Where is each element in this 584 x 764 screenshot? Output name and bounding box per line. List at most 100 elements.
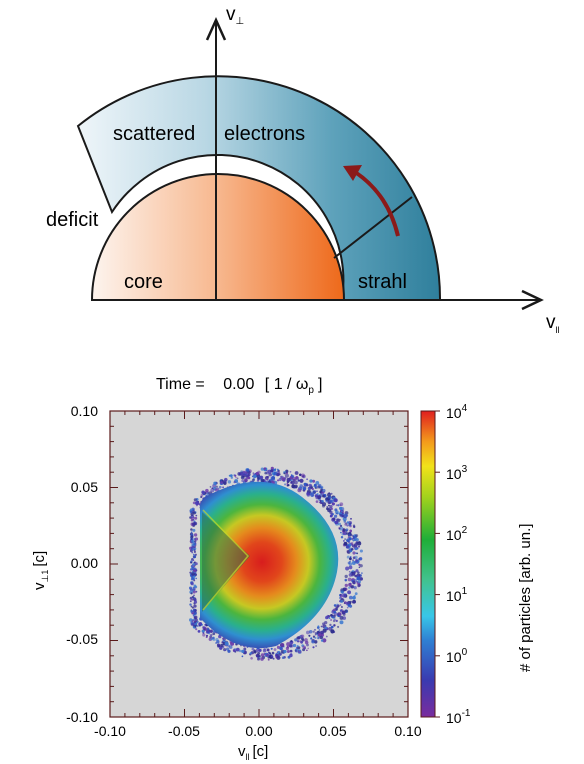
distribution-speckle	[343, 602, 346, 604]
distribution-speckle	[264, 471, 267, 475]
distribution-speckle	[209, 629, 213, 633]
distribution-speckle	[192, 522, 196, 526]
distribution-speckle	[331, 513, 334, 516]
distribution-speckle	[351, 534, 354, 537]
distribution-speckle	[191, 539, 195, 543]
distribution-speckle	[194, 501, 200, 506]
distribution-speckle	[215, 642, 217, 644]
distribution-speckle	[252, 478, 255, 482]
distribution-speckle	[241, 479, 245, 483]
distribution-speckle	[209, 486, 212, 488]
distribution-speckle	[215, 638, 219, 642]
distribution-speckle	[284, 483, 287, 486]
distribution-speckle	[339, 526, 344, 531]
distribution-speckle	[321, 494, 325, 498]
distribution-speckle	[308, 629, 313, 634]
distribution-speckle	[331, 615, 334, 619]
distribution-speckle	[243, 478, 248, 482]
distribution-speckle	[260, 653, 265, 657]
distribution-speckle	[307, 488, 310, 490]
distribution-speckle	[192, 590, 196, 594]
distribution-speckle	[336, 512, 339, 515]
distribution-speckle	[305, 483, 309, 487]
distribution-speckle	[189, 603, 192, 606]
distribution-speckle	[330, 507, 334, 511]
distribution-speckle	[235, 647, 240, 652]
distribution-speckle	[326, 614, 330, 618]
colorbar-tick-label: 101	[446, 586, 468, 604]
distribution-speckle	[241, 472, 246, 477]
distribution-speckle	[337, 504, 340, 507]
colorbar-tick-label: 102	[446, 525, 468, 543]
distribution-speckle	[351, 560, 356, 566]
distribution-speckle	[202, 625, 206, 629]
distribution-speckle	[339, 506, 343, 511]
distribution-speckle	[276, 479, 280, 482]
distribution-speckle	[205, 628, 208, 632]
deficit-label: deficit	[46, 209, 99, 231]
distribution-speckle	[349, 529, 353, 533]
distribution-speckle	[291, 484, 296, 489]
distribution-speckle	[266, 648, 270, 652]
distribution-speckle	[201, 490, 205, 494]
distribution-speckle	[281, 477, 286, 482]
distribution-speckle	[328, 504, 330, 507]
distribution-speckle	[342, 512, 344, 515]
distribution-speckle	[314, 628, 316, 631]
distribution-speckle	[208, 632, 211, 635]
distribution-speckle	[276, 651, 279, 654]
distribution-speckle	[352, 559, 355, 562]
distribution-speckle	[233, 650, 236, 653]
distribution-speckle	[327, 497, 331, 501]
distribution-speckle	[351, 571, 354, 574]
distribution-speckle	[251, 647, 255, 651]
distribution-speckle	[191, 566, 195, 571]
distribution-speckle	[228, 645, 233, 649]
distribution-speckle	[196, 625, 199, 627]
distribution-speckle	[230, 476, 233, 479]
distribution-speckle	[351, 600, 355, 604]
distribution-speckle	[358, 557, 363, 561]
heatmap-chart: Time = 0.00 [ 1 / ωp] -0.10 -0.05 0.00 0…	[31, 376, 534, 762]
distribution-speckle	[190, 582, 194, 586]
distribution-speckle	[193, 577, 195, 580]
distribution-speckle	[353, 570, 357, 574]
distribution-speckle	[260, 657, 264, 661]
distribution-speckle	[214, 488, 218, 492]
y-axis-label: v⊥1[c]	[31, 551, 50, 590]
distribution-speckle	[357, 571, 360, 574]
distribution-speckle	[193, 540, 197, 543]
distribution-speckle	[277, 469, 280, 472]
distribution-speckle	[257, 657, 260, 661]
distribution-speckle	[297, 636, 301, 640]
core-label: core	[124, 271, 163, 293]
distribution-speckle	[340, 609, 343, 612]
distribution-speckle	[297, 488, 302, 493]
distribution-speckle	[228, 474, 231, 477]
distribution-speckle	[319, 630, 324, 635]
distribution-speckle	[336, 603, 339, 606]
x-axis-label: vll [c]	[238, 743, 268, 762]
distribution-speckle	[294, 480, 298, 485]
distribution-speckle	[195, 514, 198, 517]
distribution-speckle	[354, 592, 358, 596]
distribution-speckle	[358, 540, 361, 544]
distribution-speckle	[197, 630, 201, 633]
distribution-speckle	[347, 590, 352, 595]
distribution-speckle	[315, 481, 320, 485]
distribution-speckle	[300, 640, 303, 644]
distribution-speckle	[224, 641, 229, 646]
scattered-label: scattered	[113, 123, 195, 145]
distribution-speckle	[283, 472, 286, 475]
distribution-speckle	[294, 471, 299, 475]
distribution-speckle	[294, 484, 298, 489]
distribution-speckle	[189, 618, 193, 622]
scattering-arrow	[353, 170, 400, 237]
distribution-speckle	[238, 649, 242, 653]
distribution-speckle	[338, 522, 342, 526]
distribution-speckle	[348, 595, 353, 600]
distribution-speckle	[338, 527, 341, 530]
distribution-speckle	[333, 617, 336, 620]
distribution-speckle	[347, 603, 351, 607]
distribution-speckle	[355, 538, 359, 542]
